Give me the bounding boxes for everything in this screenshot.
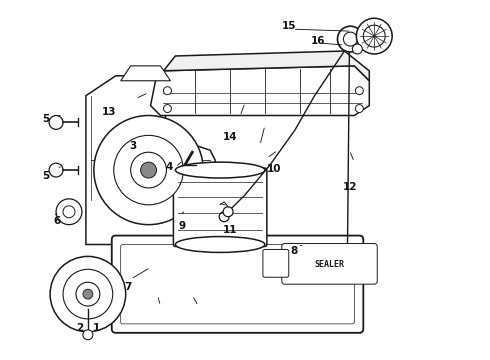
Circle shape: [164, 105, 171, 113]
Text: 8: 8: [290, 247, 297, 256]
Text: 10: 10: [267, 164, 281, 174]
Polygon shape: [86, 76, 215, 244]
Circle shape: [49, 116, 63, 129]
Circle shape: [131, 152, 167, 188]
FancyBboxPatch shape: [173, 168, 267, 247]
Text: 12: 12: [343, 182, 357, 192]
Circle shape: [338, 26, 363, 52]
Circle shape: [356, 18, 392, 54]
Text: 3: 3: [129, 141, 137, 151]
Circle shape: [63, 269, 113, 319]
Circle shape: [141, 162, 156, 178]
Circle shape: [363, 25, 385, 47]
Text: 1: 1: [93, 323, 100, 333]
Text: 7: 7: [124, 282, 132, 292]
Polygon shape: [121, 66, 171, 81]
Circle shape: [76, 282, 100, 306]
Text: 5: 5: [43, 171, 50, 181]
Polygon shape: [150, 66, 369, 116]
Circle shape: [355, 105, 363, 113]
FancyBboxPatch shape: [263, 249, 289, 277]
Text: 14: 14: [223, 132, 238, 142]
Text: 16: 16: [311, 36, 325, 46]
Circle shape: [50, 256, 125, 332]
Circle shape: [343, 32, 357, 46]
Text: 6: 6: [54, 216, 61, 226]
Ellipse shape: [175, 237, 265, 252]
Ellipse shape: [175, 162, 265, 178]
Circle shape: [114, 135, 183, 205]
Text: 4: 4: [166, 162, 173, 172]
Circle shape: [83, 289, 93, 299]
Polygon shape: [155, 51, 369, 81]
Text: 13: 13: [102, 107, 117, 117]
FancyBboxPatch shape: [282, 243, 377, 284]
Circle shape: [223, 207, 233, 217]
Text: 11: 11: [223, 225, 238, 235]
Circle shape: [355, 87, 363, 95]
Text: 2: 2: [76, 323, 83, 333]
Text: 15: 15: [282, 21, 296, 31]
Circle shape: [164, 87, 171, 95]
Circle shape: [219, 212, 229, 222]
FancyBboxPatch shape: [112, 235, 363, 333]
Circle shape: [56, 199, 82, 225]
Circle shape: [63, 206, 75, 218]
Circle shape: [352, 44, 362, 54]
Text: 9: 9: [178, 221, 185, 231]
Circle shape: [49, 163, 63, 177]
Circle shape: [83, 330, 93, 340]
Text: 5: 5: [43, 114, 50, 124]
Circle shape: [94, 116, 203, 225]
Text: SEALER: SEALER: [315, 260, 344, 269]
